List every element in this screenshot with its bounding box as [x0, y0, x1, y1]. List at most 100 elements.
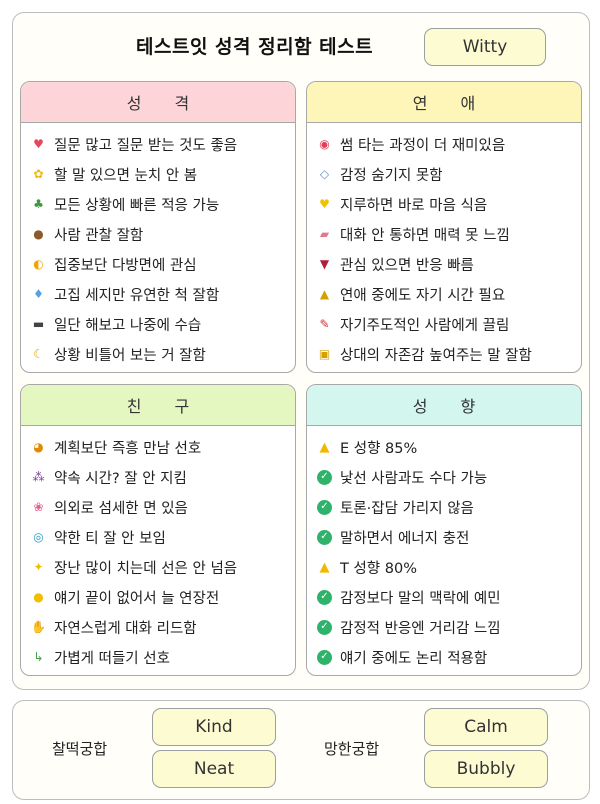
romance-list: ◉ 썸 타는 과정이 더 재미있음 ◇ 감정 숨기지 못함 ♥ 지루하면 바로 마음 식음…	[307, 123, 581, 369]
check-circle-icon: ✓	[317, 619, 332, 635]
list-item: ▣ 상대의 자존감 높여주는 말 잘함	[317, 339, 581, 369]
list-item: ✿ 할 말 있으면 눈치 안 봄	[31, 159, 295, 189]
lightbulb-icon: ●	[33, 590, 44, 604]
pushpin-icon: ✎	[319, 317, 330, 331]
list-item: ◕ 계획보단 즉흥 만남 선호	[31, 432, 295, 462]
item-text: 말하면서 에너지 충전	[340, 530, 470, 547]
tendency-list: ▲ E 성향 85% ✓ 낯선 사람과도 수다 가능 ✓ 토론·잡담 가리지 않음 ✓ 말하면…	[307, 426, 581, 672]
scooter-icon: ↳	[33, 650, 44, 664]
list-item: ● 사람 관찰 잘함	[31, 219, 295, 249]
lock-icon: ▣	[318, 347, 331, 361]
check-circle-icon: ✓	[317, 499, 332, 515]
list-item: ♦ 고집 세지만 유연한 척 잘함	[31, 279, 295, 309]
item-text: 집중보단 다방면에 관심	[54, 257, 197, 274]
list-item: ▲ T 성향 80%	[317, 552, 581, 582]
crescent-icon: ◐	[33, 257, 44, 271]
spiral-icon: ◎	[33, 530, 44, 544]
grapes-icon: ⁂	[32, 470, 45, 484]
yellow-heart-icon: ♥	[319, 197, 330, 211]
item-text: 사람 관찰 잘함	[54, 227, 144, 244]
list-item: ▬ 일단 해보고 나중에 수습	[31, 309, 295, 339]
good-match-label: 찰떡궁합	[52, 740, 108, 758]
list-item: ♥ 지루하면 바로 마음 식음	[317, 189, 581, 219]
item-text: 연애 중에도 자기 시간 필요	[340, 287, 506, 304]
chestnut-icon: ●	[33, 227, 44, 241]
handshake-icon: ✋	[31, 620, 46, 634]
list-item: ✓ 얘기 중에도 논리 적용함	[317, 642, 581, 672]
heart-icon: ♥	[33, 137, 44, 151]
romance-card: 연 애 ◉ 썸 타는 과정이 더 재미있음 ◇ 감정 숨기지 못함 ♥ 지루하면 바로 마…	[306, 81, 582, 373]
list-item: ✦ 장난 많이 치는데 선은 안 넘음	[31, 552, 295, 582]
diamond-ring-icon: ◇	[319, 167, 330, 181]
list-item: ✎ 자기주도적인 사람에게 끌림	[317, 309, 581, 339]
good-match-1: Kind	[152, 708, 276, 746]
list-item: ♥ 질문 많고 질문 받는 것도 좋음	[31, 129, 295, 159]
bad-match-2: Bubbly	[424, 750, 548, 788]
item-text: 계획보단 즉흥 만남 선호	[54, 440, 202, 457]
pill-icon: ▰	[319, 227, 330, 241]
clover-icon: ♣	[33, 197, 44, 211]
list-item: ✓ 토론·잡담 가리지 않음	[317, 492, 581, 522]
item-text: 관심 있으면 반응 빠름	[340, 257, 474, 274]
item-text: E 성향 85%	[340, 440, 418, 457]
page-title: 테스트잇 성격 정리함 테스트	[136, 36, 374, 58]
traffic-light-icon: ▬	[32, 317, 45, 331]
list-item: ✓ 말하면서 에너지 충전	[317, 522, 581, 552]
item-text: 약속 시간? 잘 안 지킴	[54, 470, 187, 487]
list-item: ❀ 의외로 섬세한 면 있음	[31, 492, 295, 522]
item-text: 얘기 끝이 없어서 늘 연장전	[54, 590, 220, 607]
list-item: ▲ E 성향 85%	[317, 432, 581, 462]
list-item: ▲ 연애 중에도 자기 시간 필요	[317, 279, 581, 309]
list-item: ☾ 상황 비틀어 보는 거 잘함	[31, 339, 295, 369]
list-item: ◉ 썸 타는 과정이 더 재미있음	[317, 129, 581, 159]
item-text: 감정 숨기지 못함	[340, 167, 443, 184]
item-text: 가볍게 떠들기 선호	[54, 650, 170, 667]
item-text: 질문 많고 질문 받는 것도 좋음	[54, 137, 238, 154]
friends-list: ◕ 계획보단 즉흥 만남 선호 ⁂ 약속 시간? 잘 안 지킴 ❀ 의외로 섬세한 면 있…	[21, 426, 295, 672]
check-circle-icon: ✓	[317, 649, 332, 665]
item-text: 상대의 자존감 높여주는 말 잘함	[340, 347, 532, 364]
wine-glass-icon: ▼	[319, 257, 330, 271]
item-text: 썸 타는 과정이 더 재미있음	[340, 137, 506, 154]
list-item: ↳ 가볍게 떠들기 선호	[31, 642, 295, 672]
medal-icon: ▲	[319, 287, 330, 301]
friends-card: 친 구 ◕ 계획보단 즉흥 만남 선호 ⁂ 약속 시간? 잘 안 지킴 ❀ 의외로 섬세한…	[20, 384, 296, 676]
item-text: 상황 비틀어 보는 거 잘함	[54, 347, 206, 364]
item-text: 대화 안 통하면 매력 못 느낌	[340, 227, 510, 244]
item-text: 약한 티 잘 안 보임	[54, 530, 166, 547]
tendency-header: 성 향	[307, 385, 581, 426]
list-item: ✓ 감정적 반응엔 거리감 느낌	[317, 612, 581, 642]
list-item: ✋ 자연스럽게 대화 리드함	[31, 612, 295, 642]
tiger-icon: ◕	[33, 440, 44, 454]
item-text: 모든 상황에 빠른 적응 가능	[54, 197, 220, 214]
item-text: 토론·잡담 가리지 않음	[340, 500, 474, 517]
good-match-2: Neat	[152, 750, 276, 788]
item-text: 지루하면 바로 마음 식음	[340, 197, 488, 214]
item-text: 자연스럽게 대화 리드함	[54, 620, 197, 637]
item-text: 감정적 반응엔 거리감 느낌	[340, 620, 501, 637]
check-circle-icon: ✓	[317, 589, 332, 605]
tendency-card: 성 향 ▲ E 성향 85% ✓ 낯선 사람과도 수다 가능 ✓ 토론·잡담 가리지 않음…	[306, 384, 582, 676]
type-badge: Witty	[424, 28, 546, 66]
item-text: 자기주도적인 사람에게 끌림	[340, 317, 510, 334]
balloon-icon: ♦	[33, 287, 44, 301]
bad-match-1: Calm	[424, 708, 548, 746]
item-text: 장난 많이 치는데 선은 안 넘음	[54, 560, 238, 577]
item-text: 할 말 있으면 눈치 안 봄	[54, 167, 198, 184]
personality-header: 성 격	[21, 82, 295, 123]
item-text: T 성향 80%	[340, 560, 417, 577]
moon-icon: ☾	[33, 347, 44, 361]
list-item: ● 얘기 끝이 없어서 늘 연장전	[31, 582, 295, 612]
personality-list: ♥ 질문 많고 질문 받는 것도 좋음 ✿ 할 말 있으면 눈치 안 봄 ♣ 모든 상황에…	[21, 123, 295, 369]
list-item: ◐ 집중보단 다방면에 관심	[31, 249, 295, 279]
personality-card: 성 격 ♥ 질문 많고 질문 받는 것도 좋음 ✿ 할 말 있으면 눈치 안 봄 ♣ 모든…	[20, 81, 296, 373]
ring-circle-icon: ◉	[319, 137, 330, 151]
romance-header: 연 애	[307, 82, 581, 123]
friends-header: 친 구	[21, 385, 295, 426]
sparkles-icon: ✦	[33, 560, 44, 574]
list-item: ⁂ 약속 시간? 잘 안 지킴	[31, 462, 295, 492]
check-circle-icon: ✓	[317, 529, 332, 545]
warning-icon: ▲	[319, 439, 330, 455]
list-item: ◎ 약한 티 잘 안 보임	[31, 522, 295, 552]
item-text: 의외로 섬세한 면 있음	[54, 500, 188, 517]
